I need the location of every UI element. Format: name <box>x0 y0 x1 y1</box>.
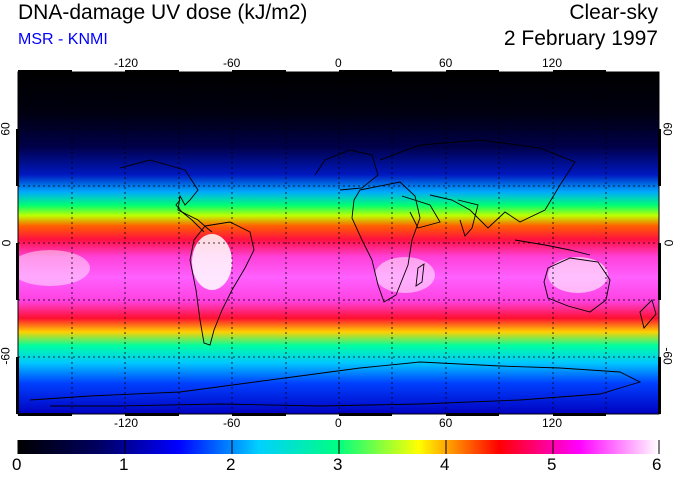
coastlines <box>29 139 657 407</box>
lon-label-top: -60 <box>223 56 241 70</box>
coast-australia <box>543 257 611 313</box>
colorbar-label: 0 <box>12 455 22 474</box>
lon-label-top: -120 <box>114 56 139 70</box>
colorbar-label: 3 <box>333 455 343 474</box>
frame-seg-left <box>16 243 19 300</box>
colorbar-ticks <box>17 440 660 454</box>
frame-seg-left <box>16 357 19 414</box>
date-label: 2 February 1997 <box>503 27 658 50</box>
frame-seg-bottom <box>446 413 499 416</box>
frame-seg-top <box>125 70 179 73</box>
coast-indonesia <box>514 239 591 256</box>
lat-label-left: -60 <box>0 347 13 365</box>
lat-label-right: -60 <box>660 347 675 365</box>
colorbar-label: 1 <box>119 455 129 474</box>
frame-seg-top <box>446 70 499 73</box>
lat-label-right: 0 <box>661 239 676 247</box>
coast-central-america <box>175 199 205 233</box>
frame-seg-top <box>339 70 392 73</box>
frame-seg-right <box>658 357 661 414</box>
map-overlays <box>18 72 659 414</box>
frame-seg-top <box>553 70 606 73</box>
coast-north-america <box>119 159 213 233</box>
lat-label-left: 0 <box>0 239 14 247</box>
coast-antarctica <box>29 361 642 407</box>
frame-seg-bottom <box>232 413 286 416</box>
frame-seg-bottom <box>125 413 179 416</box>
coast-madagascar <box>415 263 425 287</box>
graticule <box>18 72 659 414</box>
uv-max-west-pacific <box>18 250 90 286</box>
frame-seg-bottom <box>553 413 606 416</box>
coast-africa <box>351 181 421 303</box>
colorbar-label: 4 <box>440 455 450 474</box>
coast-india <box>457 199 479 237</box>
colorbar-label: 5 <box>547 455 557 474</box>
lon-label-bottom: -60 <box>223 416 241 430</box>
coast-europe <box>314 149 379 191</box>
lon-label-top: 60 <box>439 56 453 70</box>
coast-new-zealand <box>639 299 657 329</box>
frame-seg-bottom <box>18 413 72 416</box>
lon-label-top: 0 <box>335 56 342 70</box>
condition-label: Clear-sky <box>569 1 658 24</box>
lon-label-bottom: -120 <box>114 416 139 430</box>
lon-label-bottom: 60 <box>439 416 453 430</box>
credit-label: MSR - KNMI <box>18 31 108 48</box>
frame-seg-left <box>16 129 19 186</box>
frame-seg-bottom <box>339 413 392 416</box>
colorbar-label: 2 <box>226 455 236 474</box>
coast-arabia <box>401 195 441 229</box>
lat-label-right: 60 <box>660 122 675 136</box>
frame-seg-top <box>18 70 72 73</box>
lon-label-bottom: 120 <box>542 416 563 430</box>
lat-label-left: 60 <box>0 122 13 136</box>
colorbar-label: 6 <box>652 455 662 474</box>
frame-seg-top <box>232 70 286 73</box>
coast-south-america <box>189 221 255 346</box>
uv-max-africa <box>375 257 435 293</box>
lon-label-bottom: 0 <box>335 416 342 430</box>
frame-seg-right <box>658 129 661 186</box>
uv-max-australia <box>548 257 608 293</box>
uv-max-south-america <box>192 234 232 290</box>
map-title: DNA-damage UV dose (kJ/m2) <box>18 1 308 24</box>
coast-asia <box>379 139 576 229</box>
lon-label-top: 120 <box>542 56 563 70</box>
frame-seg-right <box>658 243 661 300</box>
frame-ticks <box>16 70 661 416</box>
